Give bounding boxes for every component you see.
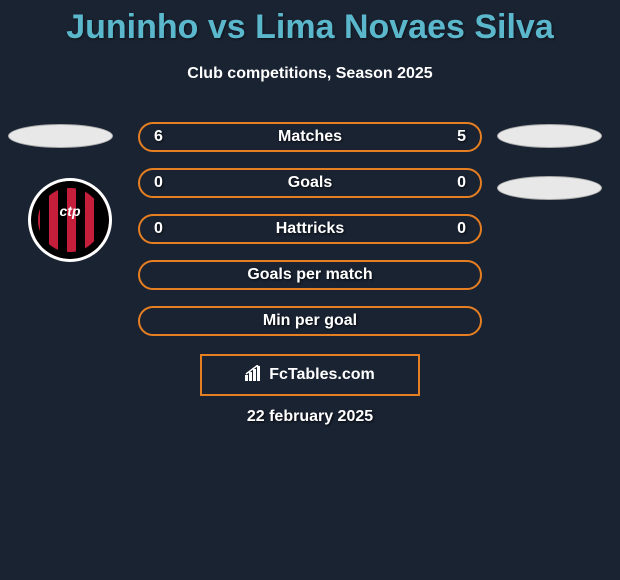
- stat-row-goals: 0 Goals 0: [138, 168, 482, 198]
- stat-row-goals-per-match: Goals per match: [138, 260, 482, 290]
- stat-row-matches: 6 Matches 5: [138, 122, 482, 152]
- player-right-badge-1: [497, 124, 602, 148]
- footer-brand: FcTables.com: [245, 365, 375, 386]
- stat-right-value: 5: [457, 128, 466, 146]
- stat-right-value: 0: [457, 220, 466, 238]
- chart-icon: [245, 365, 265, 386]
- footer-brand-box: FcTables.com: [200, 354, 420, 396]
- footer-brand-text: FcTables.com: [269, 366, 375, 384]
- stat-right-value: 0: [457, 174, 466, 192]
- player-left-badge-1: [8, 124, 113, 148]
- stat-row-hattricks: 0 Hattricks 0: [138, 214, 482, 244]
- stat-label: Goals per match: [247, 266, 372, 284]
- stat-label: Hattricks: [276, 220, 344, 238]
- stat-label: Matches: [278, 128, 342, 146]
- stat-row-min-per-goal: Min per goal: [138, 306, 482, 336]
- club-badge-icon: ctp: [28, 178, 112, 262]
- stat-label: Min per goal: [263, 312, 357, 330]
- club-badge-text: ctp: [31, 203, 109, 219]
- page-title: Juninho vs Lima Novaes Silva: [0, 0, 620, 47]
- page-subtitle: Club competitions, Season 2025: [0, 65, 620, 83]
- comparison-card: Juninho vs Lima Novaes Silva Club compet…: [0, 0, 620, 580]
- stat-left-value: 0: [154, 220, 163, 238]
- stats-area: 6 Matches 5 0 Goals 0 0 Hattricks 0 Goal…: [138, 122, 482, 352]
- player-left-club-badge: ctp: [28, 178, 112, 262]
- player-right-badge-2: [497, 176, 602, 200]
- stat-left-value: 0: [154, 174, 163, 192]
- stat-label: Goals: [288, 174, 332, 192]
- stat-left-value: 6: [154, 128, 163, 146]
- footer-date: 22 february 2025: [0, 408, 620, 426]
